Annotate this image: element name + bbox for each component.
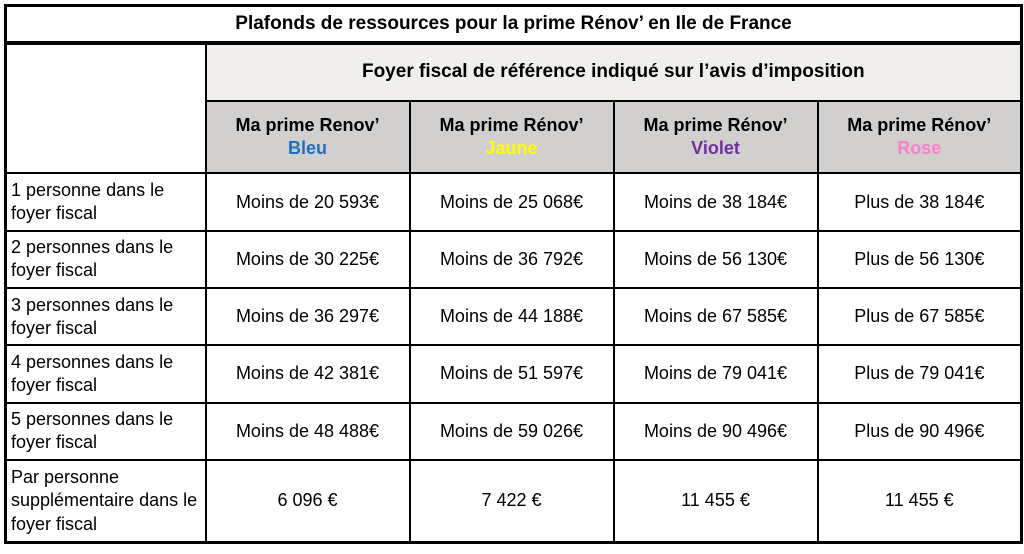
value-rose: 11 455 € <box>816 458 1023 544</box>
column-header-row: Ma prime Renov’ Bleu Ma prime Rénov’ Jau… <box>6 100 1023 175</box>
table-title: Plafonds de ressources pour la prime Rén… <box>4 4 1023 45</box>
value-jaune: Moins de 59 026€ <box>408 401 615 461</box>
value-rose: Plus de 56 130€ <box>816 229 1023 290</box>
tier-name-bleu: Bleu <box>287 138 327 159</box>
income-ceilings-table: Plafonds de ressources pour la prime Rén… <box>4 4 1024 544</box>
value-jaune: Moins de 51 597€ <box>408 344 615 404</box>
value-jaune: Moins de 44 188€ <box>408 287 615 347</box>
value-violet: Moins de 67 585€ <box>612 287 819 347</box>
tier-name-rose: Rose <box>897 138 942 159</box>
column-header-violet: Ma prime Rénov’ Violet <box>612 100 819 175</box>
value-bleu: Moins de 20 593€ <box>204 172 411 232</box>
value-rose: Plus de 38 184€ <box>816 172 1023 232</box>
value-bleu: Moins de 48 488€ <box>204 401 411 461</box>
value-rose: Plus de 79 041€ <box>816 344 1023 404</box>
value-violet: Moins de 56 130€ <box>612 229 819 290</box>
value-rose: Plus de 90 496€ <box>816 401 1023 461</box>
row-label: 4 personnes dans le foyer fiscal <box>4 344 207 404</box>
value-violet: Moins de 90 496€ <box>612 401 819 461</box>
value-rose: Plus de 67 585€ <box>816 287 1023 347</box>
table-row: 4 personnes dans le foyer fiscal Moins d… <box>4 344 1023 404</box>
column-header-label: Ma prime Rénov’ <box>439 115 584 136</box>
row-label: 3 personnes dans le foyer fiscal <box>4 287 207 347</box>
value-jaune: Moins de 36 792€ <box>408 229 615 290</box>
table-row: 5 personnes dans le foyer fiscal Moins d… <box>4 401 1023 461</box>
table-row: 2 personnes dans le foyer fiscal Moins d… <box>4 229 1023 290</box>
row-label: 1 personne dans le foyer fiscal <box>4 172 207 232</box>
value-bleu: Moins de 42 381€ <box>204 344 411 404</box>
title-row: Plafonds de ressources pour la prime Rén… <box>4 4 1023 45</box>
value-bleu: Moins de 30 225€ <box>204 229 411 290</box>
column-header-rose: Ma prime Rénov’ Rose <box>816 100 1023 175</box>
value-jaune: Moins de 25 068€ <box>408 172 615 232</box>
column-header-label: Ma prime Renov’ <box>235 115 380 136</box>
tier-name-jaune: Jaune <box>485 138 538 159</box>
value-bleu: Moins de 36 297€ <box>204 287 411 347</box>
value-violet: Moins de 79 041€ <box>612 344 819 404</box>
table-row: 3 personnes dans le foyer fiscal Moins d… <box>4 287 1023 347</box>
value-violet: 11 455 € <box>612 458 819 544</box>
value-violet: Moins de 38 184€ <box>612 172 819 232</box>
column-header-label: Ma prime Rénov’ <box>847 115 992 136</box>
table-row: Par personne supplémentaire dans le foye… <box>4 458 1023 544</box>
row-label: Par personne supplémentaire dans le foye… <box>4 458 207 544</box>
table-row: 1 personne dans le foyer fiscal Moins de… <box>4 172 1023 232</box>
column-header-label: Ma prime Rénov’ <box>643 115 788 136</box>
group-header: Foyer fiscal de référence indiqué sur l’… <box>204 41 1023 103</box>
tier-name-violet: Violet <box>691 138 740 159</box>
value-jaune: 7 422 € <box>408 458 615 544</box>
row-label: 2 personnes dans le foyer fiscal <box>4 229 207 290</box>
group-header-row: Foyer fiscal de référence indiqué sur l’… <box>4 41 1023 175</box>
row-label: 5 personnes dans le foyer fiscal <box>4 401 207 461</box>
value-bleu: 6 096 € <box>204 458 411 544</box>
corner-empty-cell <box>4 41 207 175</box>
column-header-bleu: Ma prime Renov’ Bleu <box>204 100 411 175</box>
column-header-jaune: Ma prime Rénov’ Jaune <box>408 100 615 175</box>
